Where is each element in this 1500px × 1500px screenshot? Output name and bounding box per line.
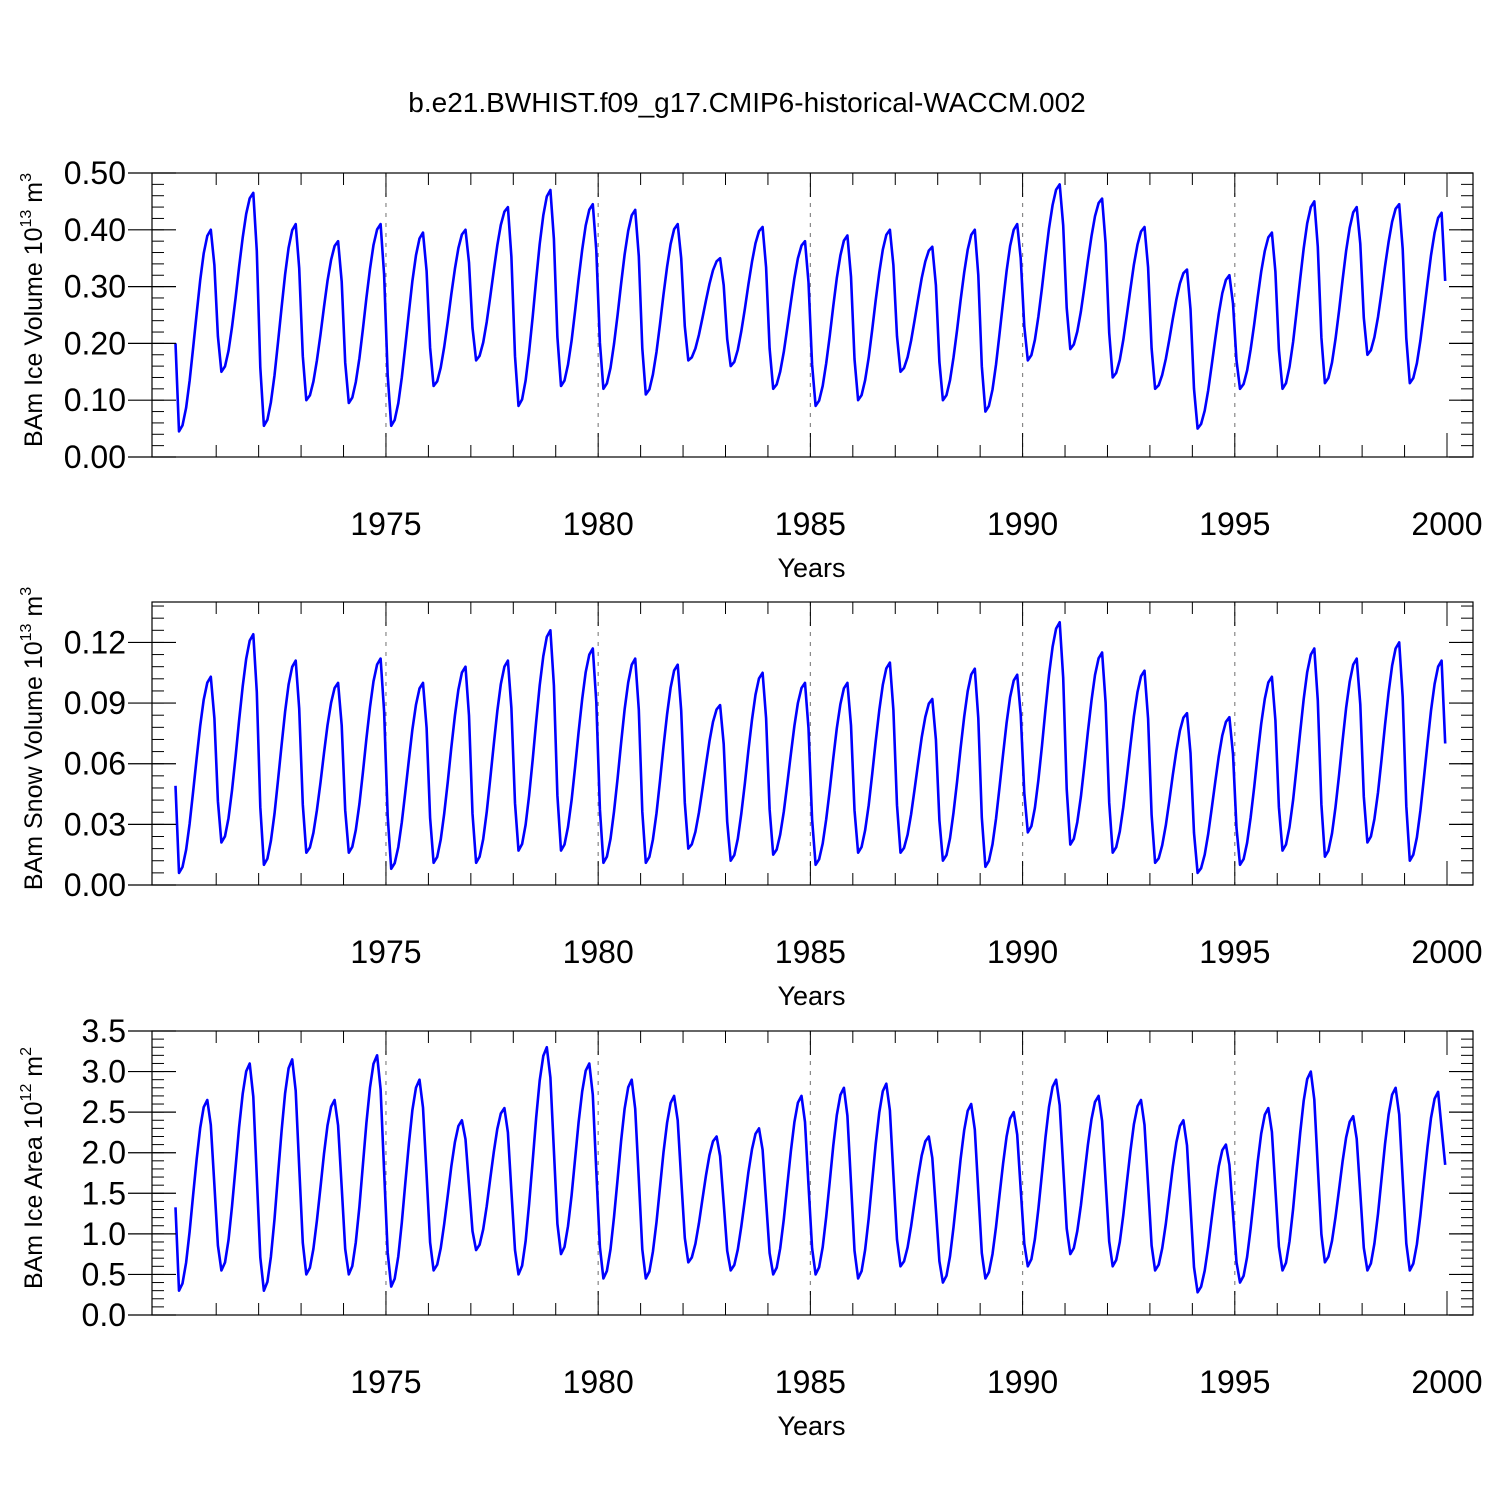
ice-area-ytick-label: 2.5 <box>82 1094 126 1130</box>
snow-volume-plot-frame <box>151 601 1474 886</box>
snow-volume-ytick-label: 0.12 <box>64 624 126 660</box>
ice-volume-ylabel-text: BAm Ice Volume 10 <box>20 227 48 447</box>
ice-area-ylabel-superscript: 12 <box>18 1084 35 1102</box>
ice-area-ytick-label: 1.5 <box>82 1175 126 1211</box>
ice-area-ylabel-text: m <box>20 1056 48 1084</box>
ice-area-series-line <box>174 1045 1447 1294</box>
ice-area-xtick-label: 2000 <box>1411 1364 1482 1400</box>
ice-volume-ylabel: BAm Ice Volume 1013 m3 <box>18 173 48 447</box>
snow-volume-ytick-label: 0.06 <box>64 746 126 782</box>
ice-area-plot-frame <box>151 1030 1474 1316</box>
ice-area-xtick-label: 1980 <box>563 1364 634 1400</box>
ice-area-xtick-label: 1990 <box>987 1364 1058 1400</box>
snow-volume-panel: 0.00 0.03 0.06 0.09 0.12 1975 1980 1985 1990 1995… <box>18 587 1483 1011</box>
snow-volume-xtick-label: 1980 <box>563 934 634 970</box>
ice-volume-ytick-label: 0.30 <box>64 269 126 305</box>
ice-area-ytick-label: 1.0 <box>82 1216 126 1252</box>
snow-volume-xtick-label: 1985 <box>775 934 846 970</box>
ice-area-ylabel: BAm Ice Area 1012 m2 <box>18 1047 48 1289</box>
ice-volume-xtick-label: 1975 <box>350 506 421 542</box>
ice-volume-ytick-label: 0.20 <box>64 325 126 361</box>
snow-volume-xlabel: Years <box>777 981 845 1011</box>
snow-volume-series-line <box>174 620 1447 875</box>
ice-volume-xtick-label: 1990 <box>987 506 1058 542</box>
ice-volume-ytick-label: 0.40 <box>64 212 126 248</box>
ice-volume-ytick-label: 0.10 <box>64 382 126 418</box>
snow-volume-xtick-label: 1990 <box>987 934 1058 970</box>
ice-volume-plot-frame <box>151 172 1474 458</box>
snow-volume-ylabel: BAm Snow Volume 1013 m3 <box>18 587 48 890</box>
snow-volume-xtick-label: 1995 <box>1199 934 1270 970</box>
ice-area-ytick-label: 0.5 <box>82 1256 126 1292</box>
ice-area-ytick-label: 0.0 <box>82 1297 126 1333</box>
snow-volume-ytick-label: 0.00 <box>64 867 126 903</box>
ice-area-xtick-label: 1975 <box>350 1364 421 1400</box>
ice-volume-panel: 0.00 0.10 0.20 0.30 0.40 0.50 1975 1980 1985 1990… <box>18 155 1483 583</box>
ice-volume-ytick-label: 0.00 <box>64 439 126 475</box>
snow-volume-ylabel-text: m <box>20 596 48 624</box>
ice-area-ytick-label: 3.0 <box>82 1054 126 1090</box>
ice-volume-xtick-label: 2000 <box>1411 506 1482 542</box>
ice-volume-xtick-label: 1980 <box>563 506 634 542</box>
ice-volume-xlabel: Years <box>777 553 845 583</box>
ice-area-xtick-label: 1985 <box>775 1364 846 1400</box>
chart-title: b.e21.BWHIST.f09_g17.CMIP6-historical-WA… <box>408 87 1085 118</box>
ice-area-ytick-label: 3.5 <box>82 1013 126 1049</box>
snow-volume-ylabel-superscript: 3 <box>18 587 35 596</box>
snow-volume-xtick-label: 1975 <box>350 934 421 970</box>
ice-area-panel: 0.0 0.5 1.0 1.5 2.0 2.5 3.0 3.5 1975 1980 1985 1990… <box>18 1013 1483 1441</box>
snow-volume-xtick-label: 2000 <box>1411 934 1482 970</box>
ice-area-xlabel: Years <box>777 1411 845 1441</box>
ice-volume-xtick-label: 1985 <box>775 506 846 542</box>
snow-volume-ylabel-text: BAm Snow Volume 10 <box>20 641 48 890</box>
snow-volume-ytick-label: 0.03 <box>64 806 126 842</box>
snow-volume-ytick-label: 0.09 <box>64 685 126 721</box>
ice-volume-xtick-label: 1995 <box>1199 506 1270 542</box>
panels: 0.00 0.10 0.20 0.30 0.40 0.50 1975 1980 1985 1990… <box>18 155 1483 1441</box>
ice-volume-ylabel-superscript: 3 <box>18 173 35 182</box>
ice-area-xtick-label: 1995 <box>1199 1364 1270 1400</box>
ice-volume-series-line <box>174 183 1447 433</box>
ice-area-ylabel-superscript: 2 <box>18 1047 35 1056</box>
ice-volume-ytick-label: 0.50 <box>64 155 126 191</box>
ice-volume-ylabel-superscript: 13 <box>18 210 35 228</box>
ice-area-ytick-label: 2.0 <box>82 1135 126 1171</box>
ice-area-ylabel-text: BAm Ice Area 10 <box>20 1101 48 1289</box>
snow-volume-ylabel-superscript: 13 <box>18 623 35 641</box>
ice-volume-ylabel-text: m <box>20 182 48 210</box>
